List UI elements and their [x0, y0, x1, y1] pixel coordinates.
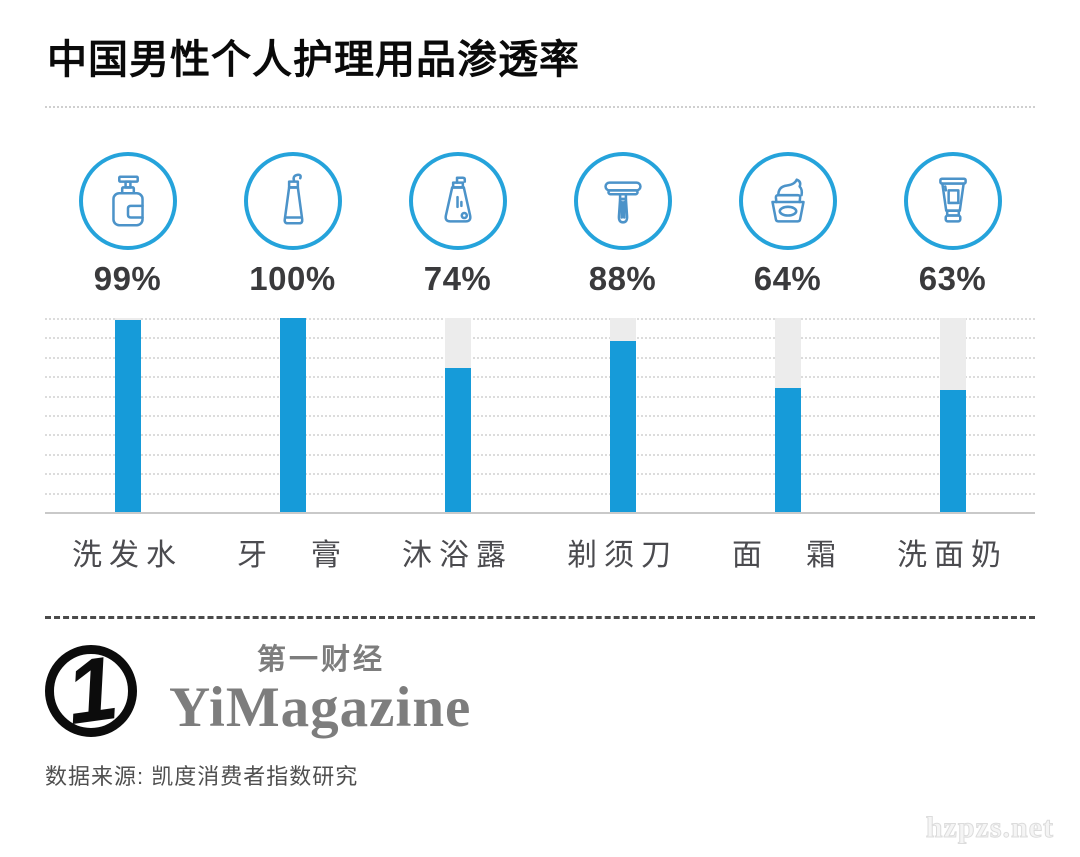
bar-track: [444, 318, 471, 512]
footer-separator: [45, 616, 1035, 619]
column-cleanser: 63%: [870, 152, 1035, 298]
bar-track: [939, 318, 966, 512]
category-labels-row: 洗发水 牙 膏 沐浴露 剃须刀 面 霜 洗面奶: [45, 530, 1035, 574]
logo-number-one: 1: [60, 638, 124, 744]
bar-fill-bodywash: [444, 368, 471, 512]
bar-fill-razor: [609, 341, 636, 512]
bar-track: [774, 318, 801, 512]
page-title: 中国男性个人护理用品渗透率: [47, 38, 580, 82]
bar-fill-cleanser: [939, 389, 966, 512]
brand-name-english: YiMagazine: [169, 675, 472, 739]
footer: 1 第一财经 YiMagazine: [45, 638, 1035, 744]
column-facecream: 64%: [705, 152, 870, 298]
penetration-value: 100%: [249, 260, 336, 297]
body-wash-bottle-icon: [408, 152, 507, 250]
toothpaste-tube-icon: [243, 152, 342, 250]
penetration-value: 64%: [753, 260, 822, 297]
bar-fill-facecream: [774, 387, 801, 512]
face-cream-jar-icon: [738, 152, 837, 250]
brand-block: 第一财经 YiMagazine: [169, 644, 472, 739]
column-bodywash: 74%: [375, 152, 540, 298]
penetration-value: 74%: [423, 260, 492, 297]
column-razor: 88%: [540, 152, 705, 298]
bars-row: [45, 318, 1035, 512]
yimagazine-logo: 1: [45, 638, 137, 744]
shampoo-pump-bottle-icon: [78, 152, 177, 250]
brand-name-chinese: 第一财经: [257, 644, 386, 676]
category-label-cleanser: 洗面奶: [897, 539, 1008, 572]
razor-icon: [573, 152, 672, 250]
category-label-bodywash: 沐浴露: [402, 539, 513, 572]
bar-track: [609, 318, 636, 512]
column-toothpaste: 100%: [210, 152, 375, 298]
penetration-value: 99%: [93, 260, 162, 297]
bar-fill-toothpaste: [279, 318, 306, 512]
bar-track: [279, 318, 306, 512]
penetration-value: 88%: [588, 260, 657, 297]
icons-row: 99% 100%: [45, 152, 1035, 298]
category-label-shampoo: 洗发水: [72, 539, 183, 572]
category-label-toothpaste: 牙 膏: [237, 539, 348, 572]
category-label-facecream: 面 霜: [732, 539, 843, 572]
cleanser-tube-icon: [903, 152, 1002, 250]
title-separator: [45, 106, 1035, 108]
category-label-razor: 剃须刀: [567, 539, 678, 572]
column-shampoo: 99%: [45, 152, 210, 298]
bar-fill-shampoo: [114, 319, 141, 512]
watermark-text: hzpzs.net: [925, 811, 1054, 845]
bar-track: [114, 318, 141, 512]
bar-chart: [45, 318, 1035, 514]
penetration-value: 63%: [918, 260, 987, 297]
data-source-text: 数据来源: 凯度消费者指数研究: [45, 764, 359, 789]
